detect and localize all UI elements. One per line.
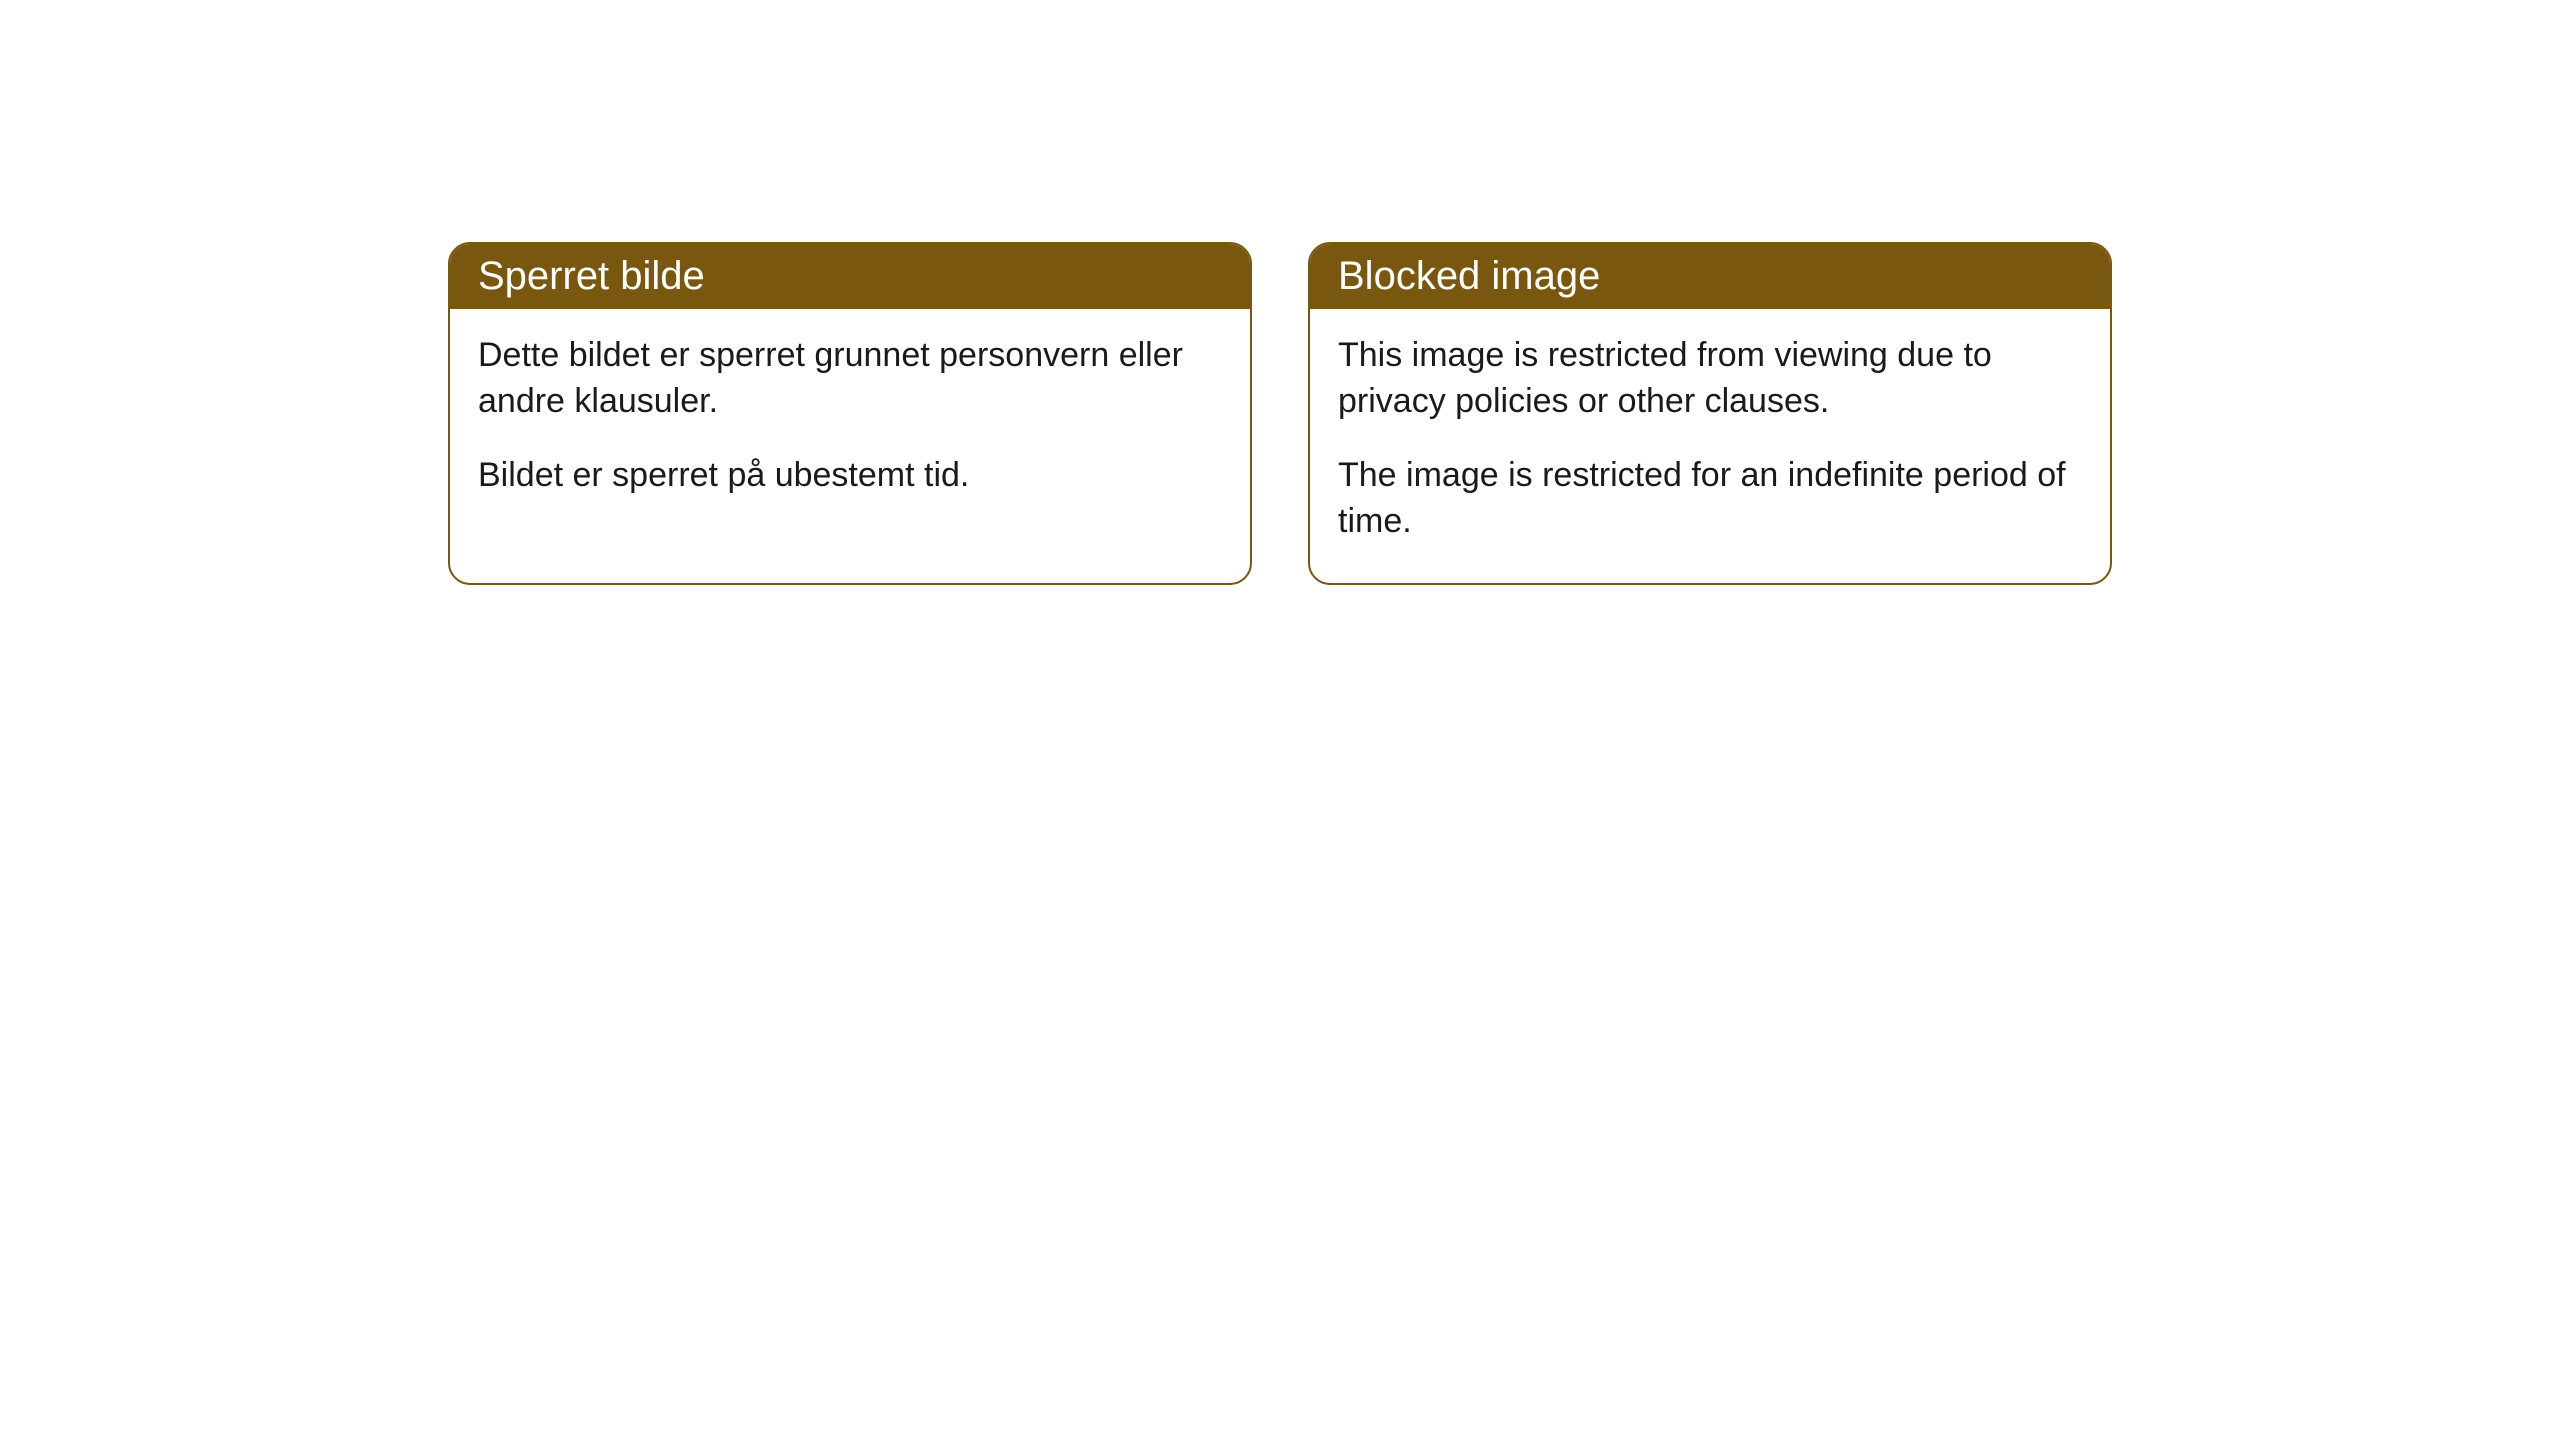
- card-title: Blocked image: [1338, 254, 1600, 298]
- notice-cards-container: Sperret bilde Dette bildet er sperret gr…: [448, 242, 2112, 585]
- notice-card-norwegian: Sperret bilde Dette bildet er sperret gr…: [448, 242, 1252, 585]
- card-paragraph: Bildet er sperret på ubestemt tid.: [478, 453, 1222, 499]
- card-body: This image is restricted from viewing du…: [1310, 309, 2110, 583]
- card-title: Sperret bilde: [478, 254, 705, 298]
- card-header: Sperret bilde: [450, 244, 1250, 309]
- card-body: Dette bildet er sperret grunnet personve…: [450, 309, 1250, 537]
- notice-card-english: Blocked image This image is restricted f…: [1308, 242, 2112, 585]
- card-paragraph: This image is restricted from viewing du…: [1338, 333, 2082, 425]
- card-header: Blocked image: [1310, 244, 2110, 309]
- card-paragraph: Dette bildet er sperret grunnet personve…: [478, 333, 1222, 425]
- card-paragraph: The image is restricted for an indefinit…: [1338, 453, 2082, 545]
